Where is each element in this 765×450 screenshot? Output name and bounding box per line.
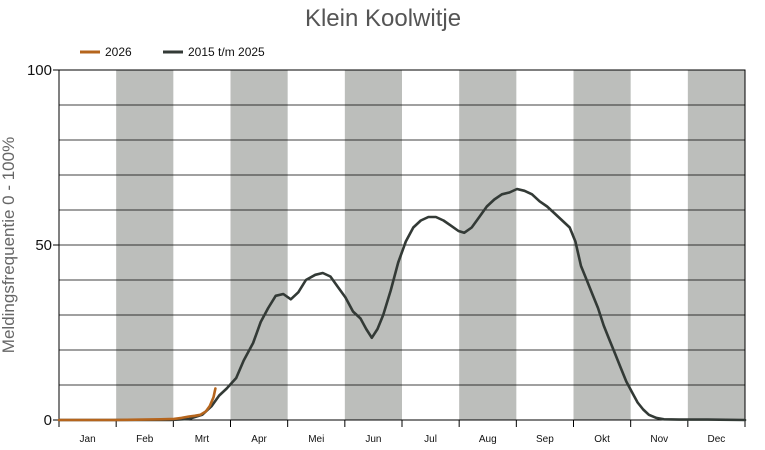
- x-tick-label-jul: Jul: [424, 434, 437, 445]
- x-axis: Jan Feb Mrt Apr Mei Jun Jul Aug Sep Okt Nov Dec: [58, 420, 746, 445]
- y-tick-label-0: 0: [44, 412, 52, 429]
- legend: 2026 2015 t/m 2025: [80, 45, 265, 59]
- x-tick-label-nov: Nov: [650, 434, 668, 445]
- legend-label-2026: 2026: [105, 45, 132, 59]
- series-line-2026: [57, 387, 217, 422]
- x-tick-label-jan: Jan: [80, 434, 96, 445]
- x-tick-label-dec: Dec: [708, 434, 726, 445]
- y-tick-label-100: 100: [27, 62, 52, 79]
- x-tick-label-apr: Apr: [251, 434, 267, 445]
- x-tick-label-aug: Aug: [479, 434, 497, 445]
- y-axis: 0 50 100: [27, 62, 59, 429]
- series-line-2015-2025: [57, 187, 747, 422]
- x-tick-label-mei: Mei: [308, 434, 324, 445]
- y-tick-label-50: 50: [35, 237, 52, 254]
- legend-label-2015-2025: 2015 t/m 2025: [188, 45, 265, 59]
- gridlines: [59, 104, 745, 386]
- x-tick-label-feb: Feb: [136, 434, 154, 445]
- x-tick-label-jun: Jun: [365, 434, 381, 445]
- x-tick-label-sep: Sep: [536, 434, 554, 445]
- y-axis-label: Meldingsfrequentie 0 - 100%: [0, 137, 18, 353]
- x-tick-label-okt: Okt: [594, 434, 610, 445]
- x-tick-label-mrt: Mrt: [195, 434, 210, 445]
- series-lines: [57, 187, 747, 422]
- chart-title: Klein Koolwitje: [305, 5, 461, 32]
